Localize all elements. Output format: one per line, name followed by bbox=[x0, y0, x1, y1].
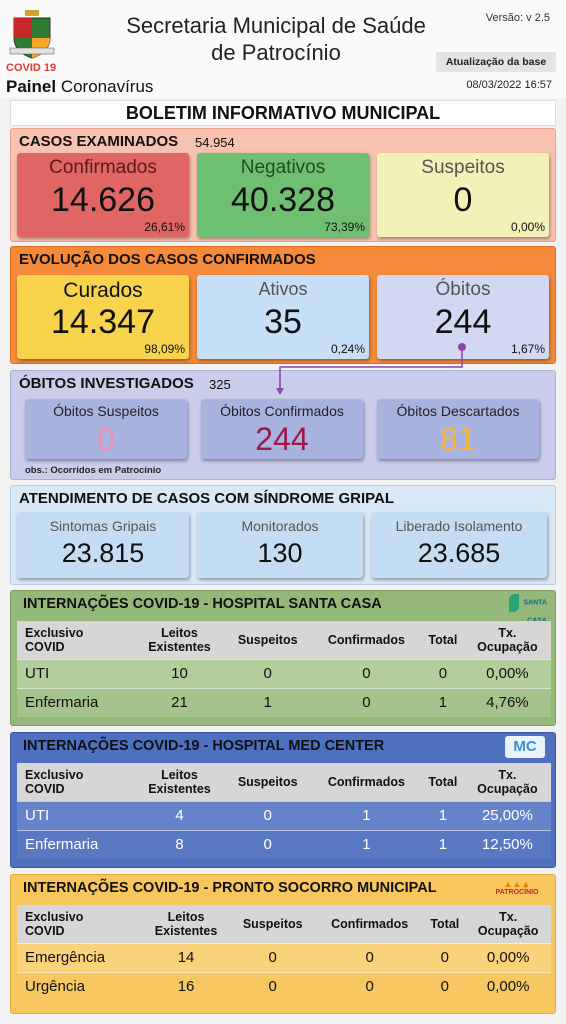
leaf-icon bbox=[508, 594, 519, 612]
card-negativos[interactable]: Negativos 40.328 73,39% bbox=[197, 153, 369, 237]
table-row: Enfermaria 8 0 1 1 12,50% bbox=[17, 829, 551, 859]
table-row: Urgência 16 0 0 0 0,00% bbox=[17, 971, 551, 1001]
examined-count: 54.954 bbox=[195, 135, 235, 150]
santa-casa-logo: SANTA CASA bbox=[497, 594, 547, 625]
card-sintomas-gripais[interactable]: Sintomas Gripais 23.815 bbox=[17, 512, 189, 578]
update-label: Atualização da base bbox=[436, 52, 556, 72]
card-curados[interactable]: Curados 14.347 98,09% bbox=[17, 275, 189, 359]
card-suspeitos[interactable]: Suspeitos 0 0,00% bbox=[377, 153, 549, 237]
header: COVID 19 Painel Coronavírus Secretaria M… bbox=[0, 0, 566, 98]
flu-title: ATENDIMENTO DE CASOS COM SÍNDROME GRIPAL bbox=[19, 490, 395, 507]
update-date: 08/03/2022 16:57 bbox=[466, 79, 552, 91]
med-center-title: INTERNAÇÕES COVID-19 - HOSPITAL MED CENT… bbox=[23, 738, 385, 754]
card-obitos-suspeitos[interactable]: Óbitos Suspeitos 0 bbox=[25, 399, 187, 459]
panel-label: Painel Coronavírus bbox=[6, 77, 154, 96]
deaths-title: ÓBITOS INVESTIGADOS bbox=[19, 375, 194, 392]
table-row: UTI 4 0 1 1 25,00% bbox=[17, 800, 551, 830]
card-confirmados[interactable]: Confirmados 14.626 26,61% bbox=[17, 153, 189, 237]
med-center-logo: MC bbox=[505, 736, 545, 758]
card-obitos-confirmados[interactable]: Óbitos Confirmados 244 bbox=[201, 399, 363, 459]
version-label: Versão: v 2.5 bbox=[485, 12, 550, 24]
santa-casa-table: Exclusivo COVID Leitos Existentes Suspeito… bbox=[17, 621, 551, 717]
evolution-section: EVOLUÇÃO DOS CASOS CONFIRMADOS Curados 1… bbox=[10, 246, 556, 364]
pronto-socorro-section: INTERNAÇÕES COVID-19 - PRONTO SOCORRO MU… bbox=[10, 874, 556, 1014]
med-center-table: Exclusivo COVID Leitos Existentes Suspeito… bbox=[17, 763, 551, 859]
page-title: Secretaria Municipal de Saúde de Patrocí… bbox=[126, 13, 426, 65]
table-row: UTI 10 0 0 0 0,00% bbox=[17, 658, 551, 688]
bulletin-title: BOLETIM INFORMATIVO MUNICIPAL bbox=[10, 100, 556, 126]
flame-icon: ▲▲▲ bbox=[503, 879, 531, 889]
municipal-crest-icon bbox=[9, 10, 55, 59]
covid-tag: COVID 19 bbox=[6, 62, 57, 74]
card-obitos[interactable]: Óbitos 244 1,67% bbox=[377, 275, 549, 359]
santa-casa-section: INTERNAÇÕES COVID-19 - HOSPITAL SANTA CA… bbox=[10, 590, 556, 726]
card-monitorados[interactable]: Monitorados 130 bbox=[197, 512, 363, 578]
table-row: Enfermaria 21 1 0 1 4,76% bbox=[17, 687, 551, 717]
card-ativos[interactable]: Ativos 35 0,24% bbox=[197, 275, 369, 359]
med-center-section: INTERNAÇÕES COVID-19 - HOSPITAL MED CENT… bbox=[10, 732, 556, 868]
evolution-title: EVOLUÇÃO DOS CASOS CONFIRMADOS bbox=[19, 251, 316, 268]
santa-casa-title: INTERNAÇÕES COVID-19 - HOSPITAL SANTA CA… bbox=[23, 596, 382, 612]
examined-title: CASOS EXAMINADOS bbox=[19, 133, 179, 150]
flu-section: ATENDIMENTO DE CASOS COM SÍNDROME GRIPAL… bbox=[10, 485, 556, 585]
card-liberado-isolamento[interactable]: Liberado Isolamento 23.685 bbox=[371, 512, 547, 578]
examined-section: CASOS EXAMINADOS 54.954 Confirmados 14.6… bbox=[10, 128, 556, 242]
table-row: Emergência 14 0 0 0 0,00% bbox=[17, 942, 551, 972]
deaths-section: ÓBITOS INVESTIGADOS 325 Óbitos Suspeitos… bbox=[10, 370, 556, 480]
pronto-socorro-table: Exclusivo COVID Leitos Existentes Suspeito… bbox=[17, 905, 551, 1001]
deaths-count: 325 bbox=[209, 377, 231, 392]
pronto-socorro-title: INTERNAÇÕES COVID-19 - PRONTO SOCORRO MU… bbox=[23, 880, 437, 896]
card-obitos-descartados[interactable]: Óbitos Descartados 81 bbox=[377, 399, 539, 459]
patrocinio-logo: ▲▲▲ PATROCÍNIO bbox=[489, 879, 545, 901]
deaths-note: obs.: Ocorridos em Patrocínio bbox=[25, 465, 162, 476]
